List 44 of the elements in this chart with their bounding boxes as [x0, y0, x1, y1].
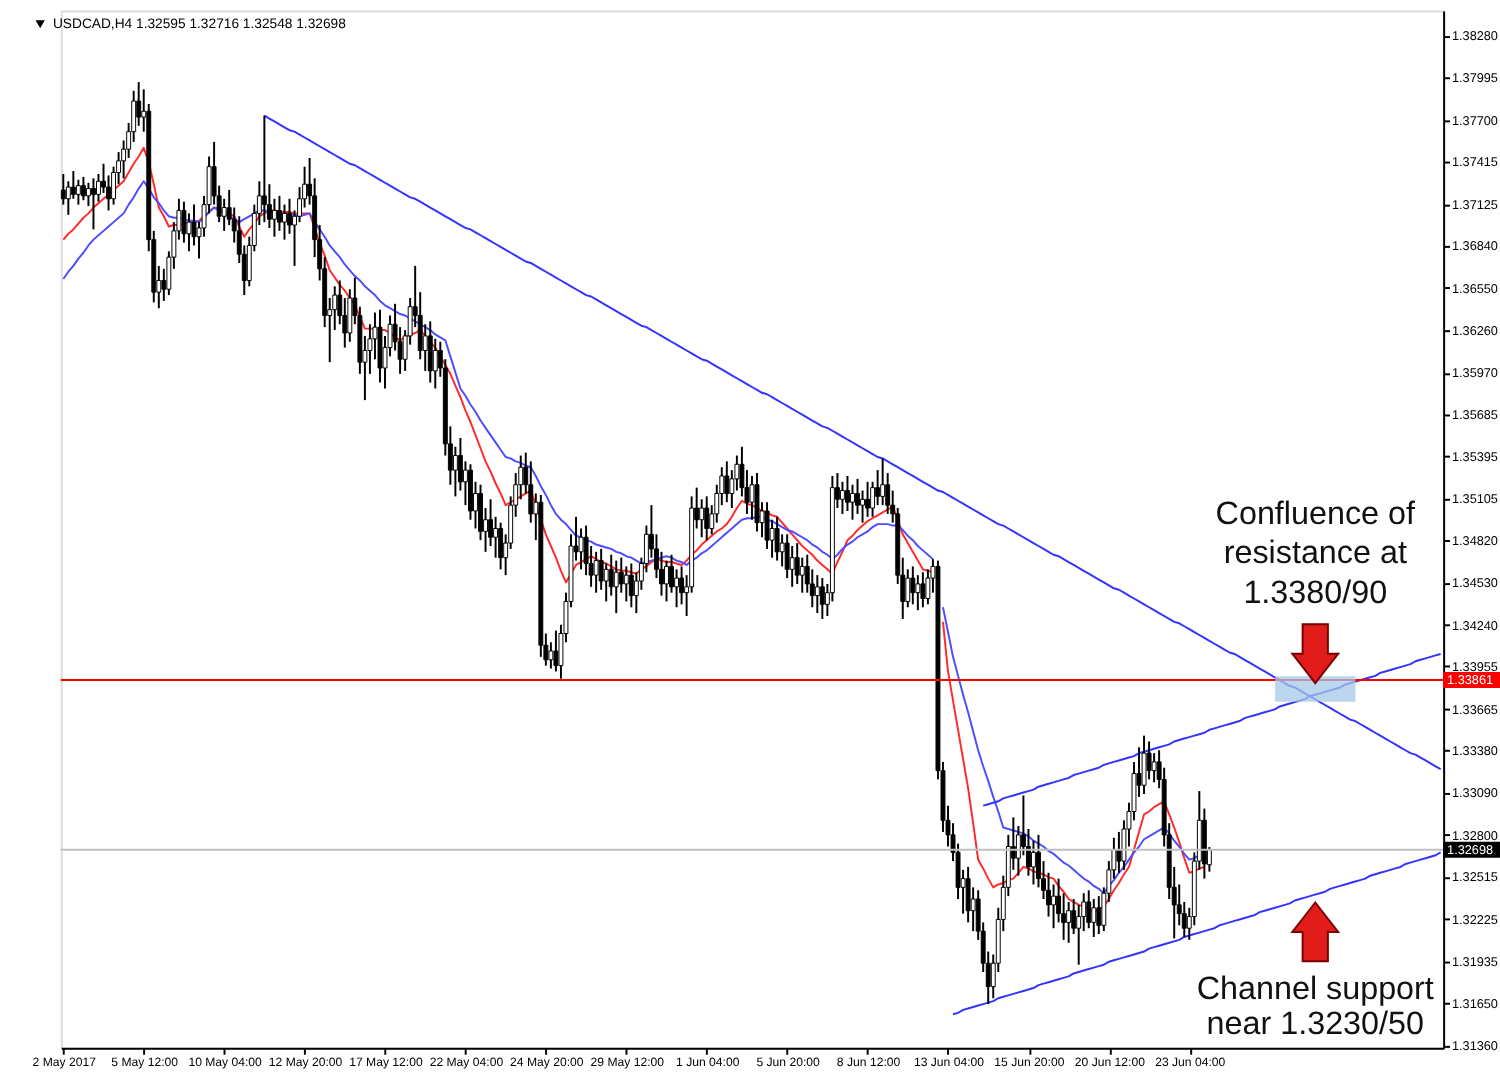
candlestick	[1091, 898, 1097, 938]
candlestick	[865, 480, 871, 518]
candlestick	[1066, 900, 1072, 944]
annotation: Channel support near 1.3230/50	[1196, 970, 1435, 1042]
candlestick	[80, 175, 86, 202]
candlestick	[784, 533, 790, 580]
candlestick	[855, 477, 860, 515]
candlestick	[75, 178, 81, 206]
candlestick	[1141, 734, 1147, 795]
candlestick	[880, 457, 886, 507]
candlestick	[261, 114, 267, 224]
line-series	[263, 114, 1442, 771]
candlestick	[1096, 895, 1102, 936]
candlestick	[623, 565, 629, 603]
candlestick	[277, 194, 282, 232]
candlestick	[724, 460, 730, 504]
candlestick	[915, 574, 921, 612]
candlestick	[754, 472, 760, 533]
annotation: Confluence of resistance at 1.3380/90	[1215, 496, 1416, 611]
candlestick	[553, 629, 559, 673]
candlestick	[613, 559, 619, 615]
candlestick	[377, 308, 383, 384]
candlestick	[468, 463, 473, 521]
candlestick	[920, 571, 926, 609]
candlestick	[910, 565, 916, 606]
candlestick	[282, 203, 287, 241]
candlestick	[1086, 889, 1092, 930]
candlestick	[845, 474, 850, 512]
candlestick	[427, 320, 433, 384]
candlestick	[498, 521, 504, 571]
candlestick	[593, 550, 599, 594]
candlestick	[91, 177, 96, 231]
candlestick	[850, 483, 855, 521]
candlestick	[704, 495, 710, 542]
candlestick	[839, 480, 845, 515]
candlestick	[628, 562, 634, 609]
candlestick	[814, 574, 820, 615]
candlestick	[965, 865, 971, 924]
candlestick	[181, 200, 187, 244]
candlestick	[819, 577, 825, 620]
candlestick	[774, 515, 780, 562]
candlestick	[764, 501, 770, 550]
candlestick	[664, 559, 669, 603]
candlestick	[794, 542, 800, 585]
